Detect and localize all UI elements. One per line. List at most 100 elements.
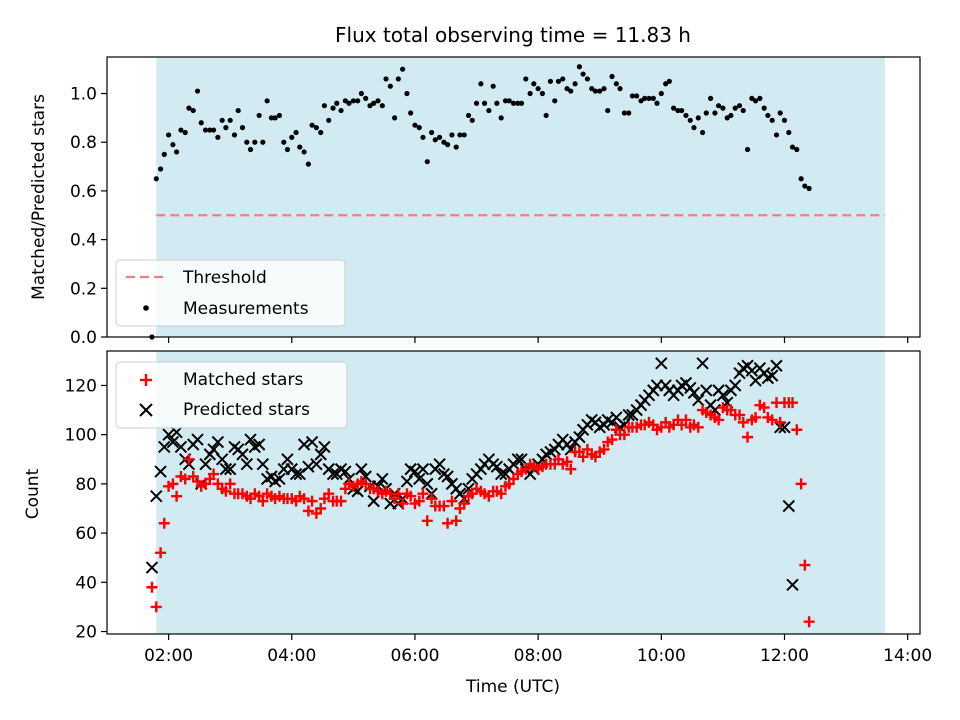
measurement-point	[523, 76, 529, 82]
measurement-point	[613, 81, 619, 87]
measurement-point	[786, 129, 792, 136]
measurement-point	[806, 185, 812, 192]
matched-stars-point	[323, 488, 335, 500]
matched-stars-point	[458, 498, 470, 510]
predicted-stars-point	[339, 465, 352, 478]
matched-stars-point	[758, 402, 770, 414]
matched-stars-point	[561, 456, 573, 468]
measurement-point	[555, 78, 562, 84]
measurement-point	[297, 144, 303, 150]
measurement-point	[252, 139, 258, 145]
measurement-point	[395, 76, 401, 82]
measurement-point	[802, 183, 808, 189]
measurement-point	[231, 132, 238, 138]
measurement-point	[634, 93, 640, 99]
matched-stars-point	[417, 488, 429, 500]
legend-predicted-swatch	[139, 403, 153, 417]
measurement-point	[165, 132, 172, 138]
measurement-point	[264, 98, 270, 104]
measurement-point	[617, 86, 623, 92]
predicted-stars-point	[158, 440, 171, 454]
matched-stars-point	[680, 414, 692, 426]
predicted-stars-point	[252, 438, 266, 451]
measurement-point	[781, 117, 788, 123]
measurement-point	[515, 100, 521, 106]
measurement-point	[486, 107, 492, 114]
ratio-y-tick-label: 0.0	[70, 328, 97, 348]
measurement-point	[375, 98, 381, 104]
matched-stars-point	[737, 416, 749, 428]
ratio-y-tick-label: 0.2	[70, 279, 97, 299]
predicted-stars-point	[408, 465, 422, 478]
ratio-y-tick-label: 0.6	[70, 182, 97, 202]
measurement-point	[461, 132, 467, 138]
measurement-point	[597, 88, 603, 94]
ratio-y-axis-label: Matched/Predicted stars	[29, 94, 49, 300]
predicted-stars-point	[355, 462, 368, 476]
predicted-stars-point	[273, 472, 286, 486]
matched-stars-point	[750, 411, 762, 423]
measurement-point	[449, 132, 455, 138]
measurement-point	[268, 115, 275, 121]
measurement-point	[441, 139, 447, 145]
measurement-point	[761, 105, 767, 111]
matched-stars-point	[692, 421, 704, 433]
measurement-point	[219, 117, 225, 123]
x-tick-label: 06:00	[390, 646, 439, 666]
measurement-point	[547, 78, 554, 84]
measurement-point	[170, 142, 176, 148]
counts-y-tick-label: 60	[75, 524, 97, 544]
predicted-stars-point	[433, 457, 446, 471]
measurement-point	[789, 144, 796, 150]
predicted-stars-point	[782, 499, 796, 513]
measurement-point	[502, 98, 509, 104]
measurement-point	[663, 81, 669, 87]
matched-stars-point	[734, 409, 746, 421]
predicted-stars-point	[240, 457, 254, 471]
measurement-point	[679, 107, 685, 114]
predicted-stars-point	[770, 359, 783, 372]
measurement-point	[326, 117, 332, 123]
measurement-point	[321, 103, 328, 109]
measurement-point	[367, 103, 373, 109]
matched-stars-point	[183, 453, 195, 465]
predicted-stars-point	[166, 435, 180, 449]
predicted-stars-point	[692, 394, 705, 407]
ratio-y-tick-label: 0.8	[70, 133, 97, 153]
measurement-point	[518, 100, 525, 106]
predicted-stars-point	[219, 462, 233, 476]
legend-predicted-label: Predicted stars	[183, 400, 310, 420]
x-tick-label: 12:00	[760, 646, 809, 666]
measurement-point	[379, 103, 385, 109]
measurement-point	[305, 161, 312, 167]
matched-stars-point	[220, 485, 232, 497]
predicted-stars-point	[573, 430, 586, 444]
predicted-stars-point	[416, 462, 430, 476]
measurement-point	[752, 98, 759, 104]
measurement-point	[387, 83, 393, 89]
x-axis-label: Time (UTC)	[465, 677, 560, 697]
measurement-point	[481, 100, 488, 106]
matched-stars-series	[146, 397, 815, 628]
measurement-point	[654, 100, 660, 106]
matched-stars-point	[257, 495, 269, 507]
measurement-point	[210, 127, 217, 133]
predicted-stars-point	[244, 433, 257, 446]
measurement-point	[350, 98, 356, 104]
measurement-point	[498, 115, 504, 121]
measurement-point	[732, 105, 738, 111]
measurement-point	[194, 88, 201, 94]
x-tick-label: 08:00	[514, 646, 563, 666]
measurement-point	[794, 146, 800, 153]
matched-stars-point	[224, 478, 236, 490]
matched-stars-point	[298, 493, 310, 505]
measurement-point	[552, 98, 558, 104]
x-tick-label: 14:00	[883, 646, 932, 666]
matched-stars-point	[167, 478, 179, 490]
matched-stars-point	[766, 414, 778, 426]
predicted-stars-point	[622, 408, 635, 422]
measurement-point	[412, 122, 418, 128]
matched-stars-point	[405, 490, 417, 502]
x-tick-label: 02:00	[144, 646, 193, 666]
